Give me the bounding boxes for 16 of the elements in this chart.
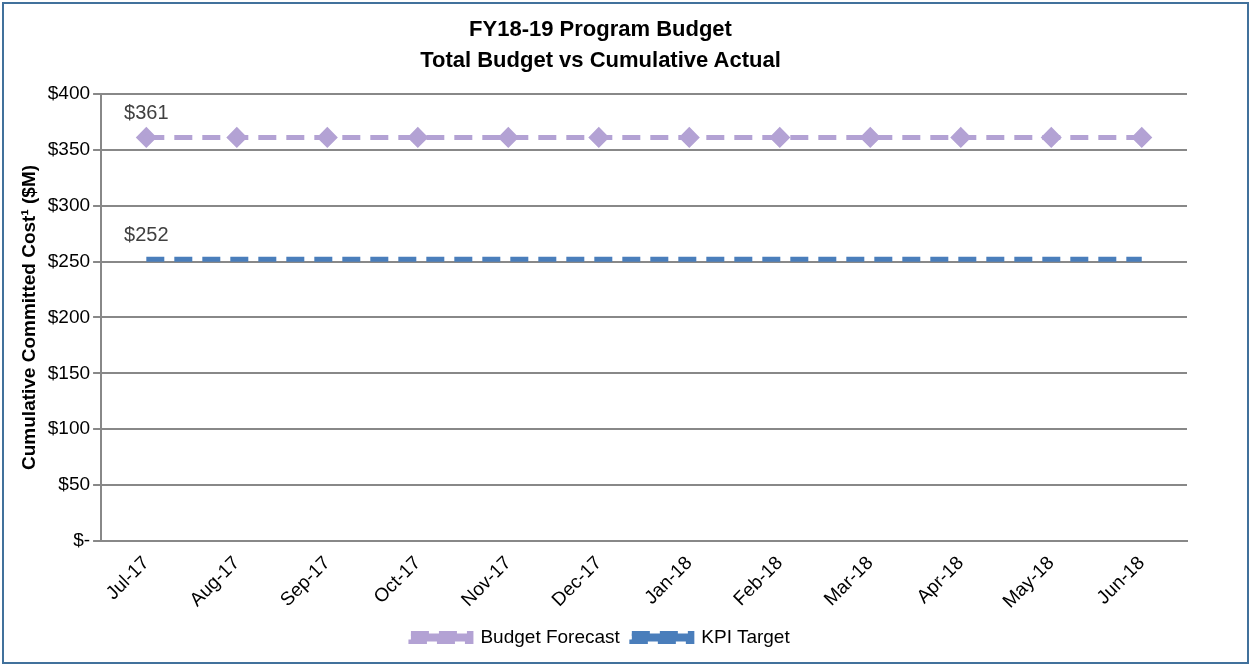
y-tick-label: $250	[47, 249, 91, 271]
y-tick-label: $350	[47, 137, 91, 159]
legend-label: Budget Forecast	[480, 625, 621, 647]
data-label: $252	[124, 222, 169, 245]
y-tick-label: $200	[47, 305, 91, 327]
y-tick-label: $150	[47, 361, 91, 383]
y-tick-label: $400	[47, 82, 91, 104]
y-axis-title: Cumulative Committed Cost¹ ($M)	[17, 164, 39, 470]
chart-title: FY18-19 Program Budget	[469, 16, 733, 42]
y-tick-label: $100	[47, 417, 91, 439]
y-tick-label: $50	[58, 473, 91, 495]
data-label: $361	[124, 100, 169, 123]
legend-label: KPI Target	[701, 625, 791, 647]
y-tick-label: $300	[47, 193, 91, 215]
y-tick-label: $-	[73, 529, 91, 551]
chart-subtitle: Total Budget vs Cumulative Actual	[420, 46, 781, 72]
